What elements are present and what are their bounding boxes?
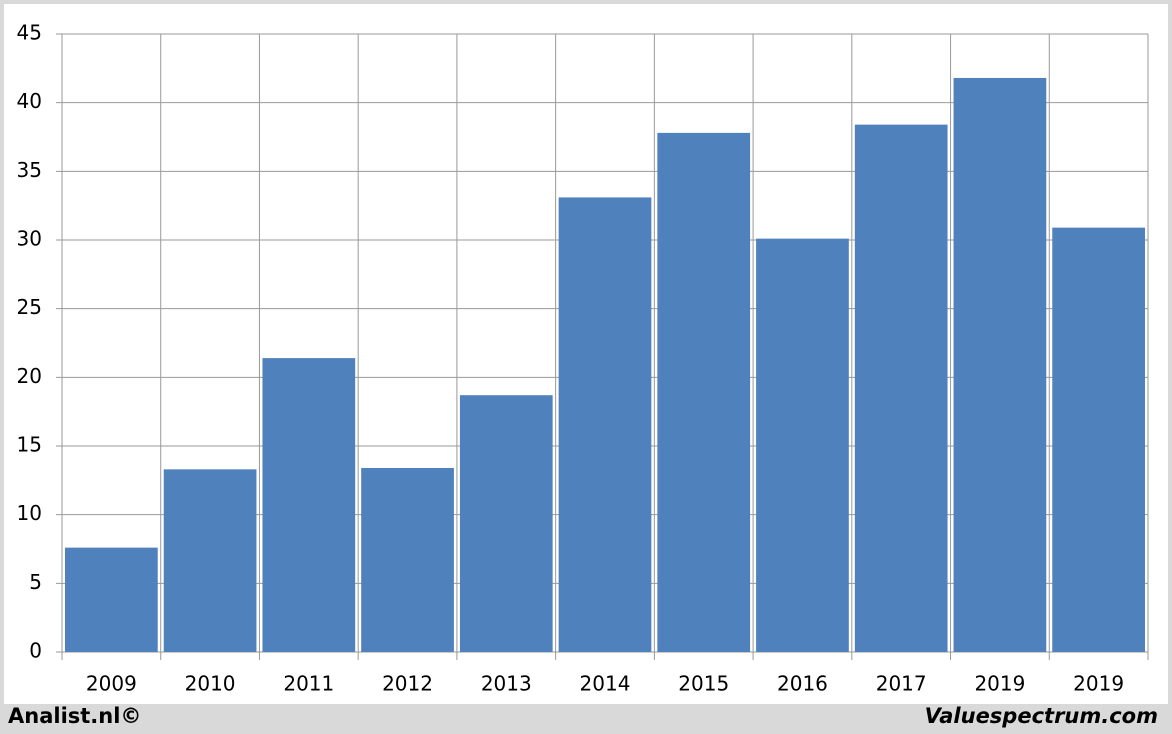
y-tick-label: 15 xyxy=(17,433,42,457)
y-tick-label: 25 xyxy=(17,295,42,319)
y-tick-label: 0 xyxy=(29,639,42,663)
y-tick-label: 40 xyxy=(17,89,42,113)
bar xyxy=(657,132,751,652)
y-tick-label: 5 xyxy=(29,570,42,594)
y-tick-label: 20 xyxy=(17,364,42,388)
bar xyxy=(1052,227,1145,652)
bar xyxy=(65,547,158,652)
y-tick-label: 45 xyxy=(17,21,42,45)
x-tick-label: 2019 xyxy=(1073,672,1124,696)
source-right: Valuespectrum.com xyxy=(925,704,1158,728)
bar xyxy=(558,197,652,652)
bar xyxy=(361,467,454,652)
x-tick-label: 2016 xyxy=(777,672,828,696)
x-tick-label: 2014 xyxy=(580,672,631,696)
x-tick-label: 2015 xyxy=(678,672,729,696)
x-tick-label: 2019 xyxy=(974,672,1025,696)
bar xyxy=(756,238,849,653)
y-tick-label: 30 xyxy=(17,227,42,251)
bar xyxy=(262,358,356,652)
bar xyxy=(163,469,257,652)
x-tick-label: 2010 xyxy=(185,672,236,696)
x-tick-label: 2013 xyxy=(481,672,532,696)
y-tick-label: 35 xyxy=(17,158,42,182)
bar xyxy=(953,77,1047,653)
y-tick-label: 10 xyxy=(17,501,42,525)
x-tick-label: 2017 xyxy=(876,672,927,696)
x-tick-label: 2012 xyxy=(382,672,433,696)
source-left: Analist.nl© xyxy=(8,704,141,728)
bar xyxy=(854,124,948,652)
bar xyxy=(459,395,553,652)
x-tick-label: 2011 xyxy=(283,672,334,696)
x-tick-label: 2009 xyxy=(86,672,137,696)
